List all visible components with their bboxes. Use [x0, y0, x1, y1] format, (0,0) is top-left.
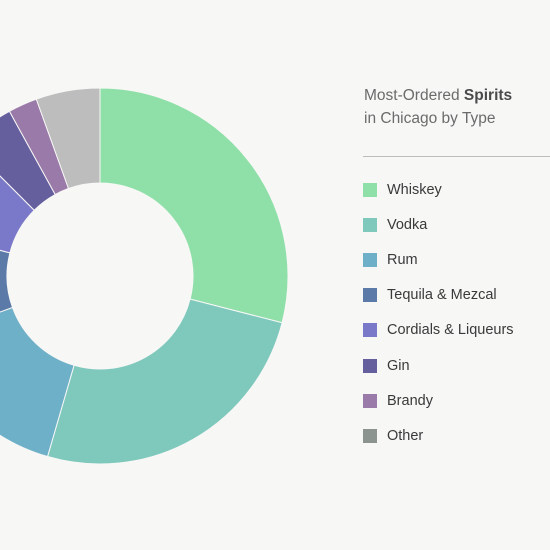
legend-label: Vodka — [387, 216, 428, 233]
legend-label: Rum — [387, 251, 418, 268]
legend-label: Whiskey — [387, 181, 442, 198]
slice-vodka — [46, 298, 283, 465]
legend-item-vodka: Vodka — [363, 207, 514, 242]
legend-item-whiskey: Whiskey — [363, 172, 514, 207]
chart-legend: Whiskey Vodka Rum Tequila & Mezcal Cordials … — [363, 172, 514, 454]
legend-swatch — [363, 288, 377, 303]
legend-swatch — [363, 252, 377, 267]
legend-item-rum: Rum — [363, 242, 514, 277]
slice-other — [35, 87, 101, 190]
legend-swatch — [363, 393, 377, 408]
slice-whiskey — [99, 87, 289, 324]
legend-swatch — [363, 182, 377, 197]
legend-label: Brandy — [387, 392, 433, 409]
chart-title-emphasis: Spirits — [463, 87, 513, 104]
legend-label: Other — [387, 427, 424, 444]
legend-item-tequila-mezcal: Tequila & Mezcal — [363, 278, 514, 313]
legend-item-brandy: Brandy — [363, 383, 514, 418]
legend-swatch — [363, 217, 377, 232]
legend-swatch — [363, 428, 377, 443]
slice-tequila-mezcal — [0, 249, 14, 313]
legend-item-cordials-liqueurs: Cordials & Liqueurs — [363, 313, 514, 348]
legend-label: Cordials & Liqueurs — [387, 322, 514, 339]
legend-item-gin: Gin — [363, 348, 514, 383]
legend-label: Gin — [387, 357, 410, 374]
legend-item-other: Other — [363, 418, 514, 453]
chart-title-line-1: Most-Ordered Spirits — [364, 84, 512, 107]
title-divider — [363, 156, 550, 157]
chart-title: Most-Ordered Spirits in Chicago by Type — [364, 84, 512, 130]
slice-rum — [0, 306, 75, 458]
legend-swatch — [363, 358, 377, 373]
chart-title-prefix: Most-Ordered — [364, 87, 464, 104]
legend-label: Tequila & Mezcal — [387, 287, 497, 304]
chart-title-line-2: in Chicago by Type — [364, 110, 496, 127]
slice-cordials-liqueurs — [0, 175, 35, 254]
legend-swatch — [363, 323, 377, 338]
